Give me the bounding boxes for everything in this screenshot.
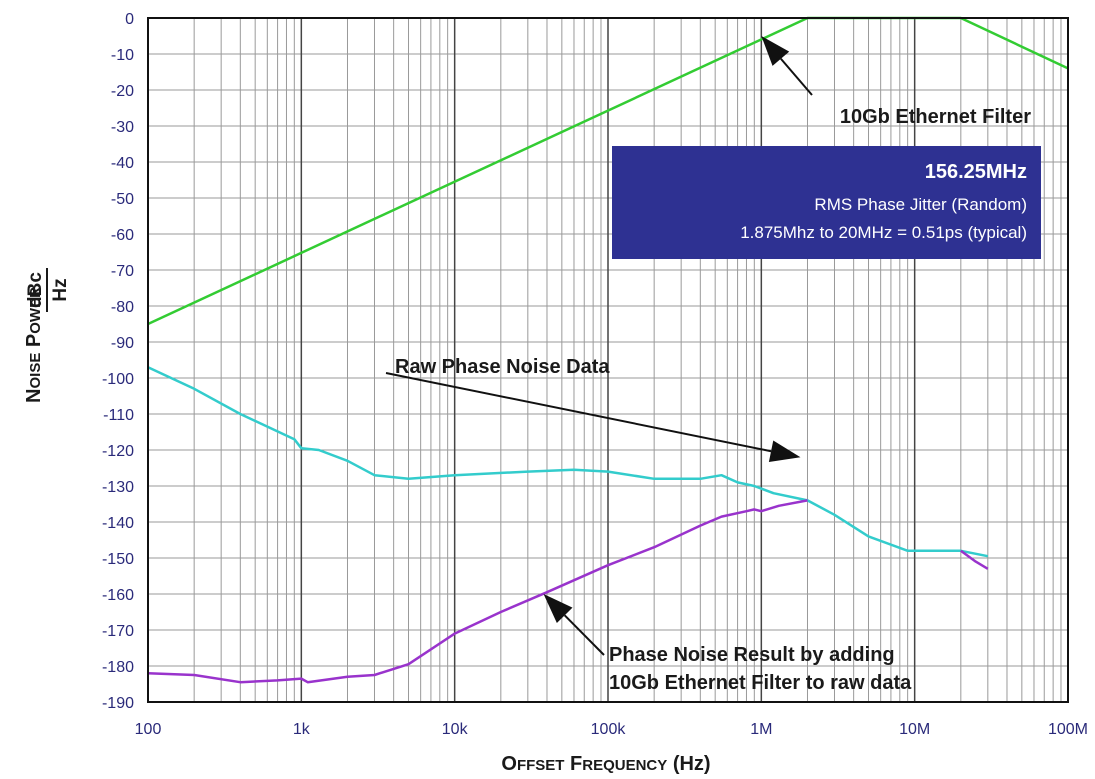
- y-tick-label: -150: [102, 551, 134, 568]
- y-tick-label: -20: [111, 83, 134, 100]
- annotations: 10Gb Ethernet Filter Raw Phase Noise Dat…: [385, 36, 1031, 694]
- info-box: 156.25MHz RMS Phase Jitter (Random) 1.87…: [612, 146, 1041, 259]
- y-axis-units: dBc Hz: [25, 268, 71, 312]
- y-tick-label: -60: [111, 227, 134, 244]
- y-tick-label: -80: [111, 299, 134, 316]
- annotation-ethernet-filter: 10Gb Ethernet Filter: [840, 106, 1031, 128]
- plot-frame: [147, 17, 1069, 703]
- annotation-raw-phase-noise: Raw Phase Noise Data: [395, 356, 610, 378]
- y-tick-label: -110: [103, 407, 134, 424]
- y-tick-label: -90: [111, 335, 134, 352]
- x-axis-title: OFFSET FREQUENCY (Hz): [501, 753, 710, 775]
- y-tick-label: 0: [125, 11, 134, 28]
- y-axis-title: NOISE POWER: [23, 287, 45, 403]
- y-tick-label: -40: [111, 155, 134, 172]
- y-axis-units-denominator: Hz: [50, 278, 71, 301]
- annotation-arrow-line: [780, 58, 813, 96]
- annotation-arrow-line: [563, 614, 605, 656]
- annotation-arrow-head: [768, 440, 801, 463]
- y-tick-label: -70: [111, 263, 134, 280]
- annotation-result-line1: Phase Noise Result by adding: [609, 644, 895, 666]
- x-tick-labels: 100 1k 10k 100k 1M 10M 100M: [135, 721, 1088, 738]
- info-box-background: [612, 146, 1041, 259]
- series-line-2: [147, 366, 989, 558]
- annotation-arrow-head: [761, 36, 790, 66]
- annotation-arrows: [385, 36, 813, 656]
- x-tick-label: 1M: [750, 721, 772, 738]
- y-tick-label: -30: [111, 119, 134, 136]
- y-tick-label: -50: [111, 191, 134, 208]
- series-line-4: [960, 549, 989, 570]
- info-box-line2: 1.875Mhz to 20MHz = 0.51ps (typical): [740, 223, 1027, 242]
- y-tick-label: -180: [102, 659, 134, 676]
- annotation-arrow-line: [385, 372, 772, 453]
- y-tick-label: -190: [102, 695, 134, 712]
- x-tick-label: 1k: [293, 721, 311, 738]
- x-tick-label: 10M: [899, 721, 930, 738]
- x-tick-label: 100M: [1048, 721, 1088, 738]
- annotation-arrow-head: [543, 594, 573, 624]
- y-tick-label: -130: [102, 479, 134, 496]
- y-axis-units-numerator: dBc: [25, 272, 46, 308]
- x-tick-label: 10k: [442, 721, 469, 738]
- series-line-3: [147, 499, 808, 684]
- y-tick-label: -120: [102, 443, 134, 460]
- y-tick-label: -100: [102, 371, 134, 388]
- annotation-result-line2: 10Gb Ethernet Filter to raw data: [609, 672, 912, 694]
- y-tick-label: -10: [111, 47, 134, 64]
- y-tick-labels: 0 -10 -20 -30 -40 -50 -60 -70 -80 -90 -100 -110 -120…: [102, 11, 134, 712]
- x-tick-label: 100: [135, 721, 162, 738]
- y-tick-label: -170: [102, 623, 134, 640]
- y-tick-label: -160: [102, 587, 134, 604]
- info-box-title: 156.25MHz: [925, 161, 1027, 183]
- x-tick-label: 100k: [591, 721, 627, 738]
- info-box-line1: RMS Phase Jitter (Random): [814, 195, 1027, 214]
- y-tick-label: -140: [102, 515, 134, 532]
